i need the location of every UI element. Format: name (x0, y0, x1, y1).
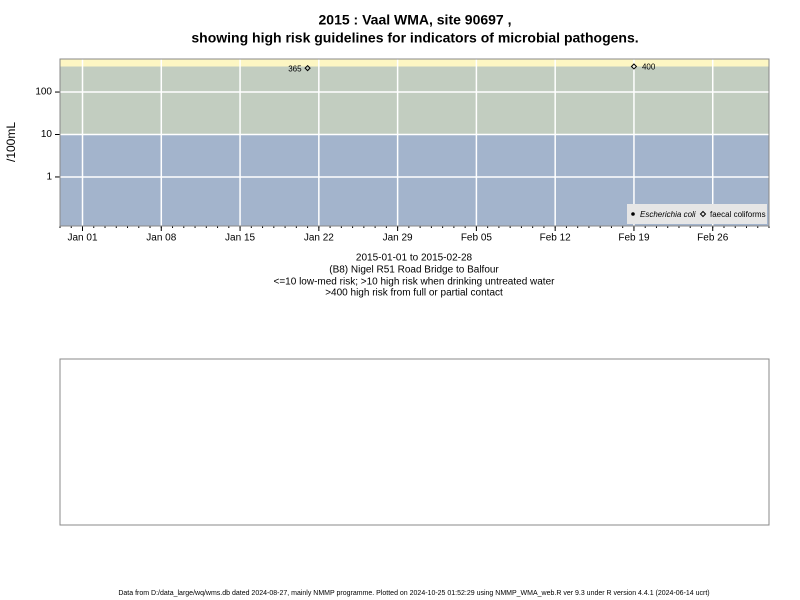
note: <=10 low-med risk; >10 high risk when dr… (274, 277, 556, 288)
risk-band (60, 59, 769, 67)
marker (304, 64, 311, 72)
x-tick-label: Jan 29 (383, 233, 413, 244)
x-tick-label: Jan 01 (67, 233, 97, 244)
note: 2015-01-01 to 2015-02-28 (356, 253, 473, 264)
data-label: 365 (288, 64, 302, 73)
x-tick-label: Jan 15 (225, 233, 255, 244)
marker (630, 63, 638, 70)
plot-frame (59, 58, 770, 227)
x-tick-label: Feb 05 (461, 233, 493, 244)
marker (631, 212, 635, 216)
x-tick-label: Feb 19 (618, 233, 650, 244)
legend-box (627, 204, 767, 224)
chart-subtitle: showing high risk guidelines for indicat… (191, 30, 638, 46)
chart-title: 2015 : Vaal WMA, site 90697 , (319, 12, 512, 28)
x-tick-label: Feb 26 (697, 233, 729, 244)
x-tick-label: Feb 12 (540, 233, 572, 244)
x-tick-label: Jan 08 (146, 233, 176, 244)
y-tick-label: 100 (35, 87, 52, 98)
risk-band (60, 66, 769, 135)
note: >400 high risk from full or partial cont… (325, 288, 503, 299)
y-axis-label: /100mL (4, 122, 18, 162)
y-tick-label: 1 (46, 172, 52, 183)
y-tick-label: 10 (41, 129, 53, 140)
legend-label: Escherichia coli (640, 210, 696, 219)
data-label: 400 (642, 63, 656, 72)
marker (699, 210, 707, 218)
empty-panel (59, 358, 770, 526)
legend: Escherichia coli faecal coliforms (627, 204, 767, 224)
x-tick-label: Jan 22 (304, 233, 334, 244)
legend-label: faecal coliforms (710, 210, 766, 219)
footer: Data from D:/data_large/wq/wms.db dated … (118, 590, 709, 597)
note: (B8) Nigel R51 Road Bridge to Balfour (329, 265, 499, 276)
